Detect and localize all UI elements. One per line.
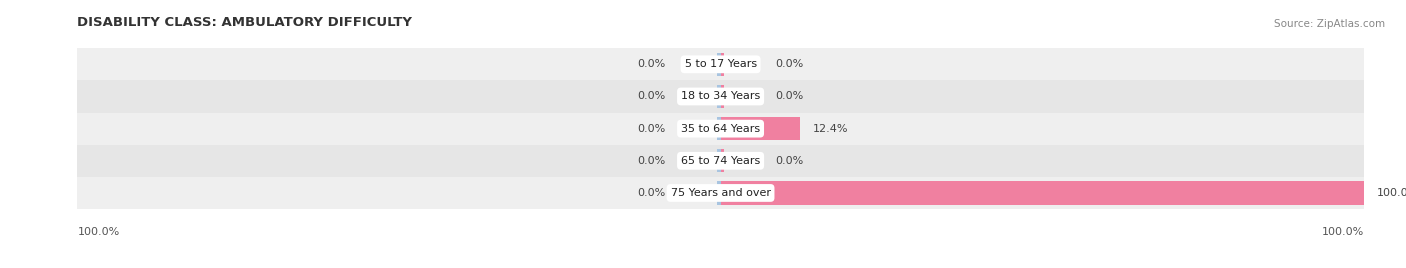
Text: 0.0%: 0.0%	[638, 124, 666, 134]
Text: 0.0%: 0.0%	[775, 156, 803, 166]
Text: 18 to 34 Years: 18 to 34 Years	[681, 91, 761, 102]
Text: DISABILITY CLASS: AMBULATORY DIFFICULTY: DISABILITY CLASS: AMBULATORY DIFFICULTY	[77, 16, 412, 29]
Text: 100.0%: 100.0%	[77, 227, 120, 237]
Text: 0.0%: 0.0%	[775, 91, 803, 102]
Bar	[721, 53, 724, 76]
Text: 0.0%: 0.0%	[638, 91, 666, 102]
Text: 12.4%: 12.4%	[813, 124, 849, 134]
Text: 65 to 74 Years: 65 to 74 Years	[681, 156, 761, 166]
Bar	[77, 80, 1364, 113]
Bar	[77, 48, 1364, 80]
Text: 0.0%: 0.0%	[638, 59, 666, 69]
Text: 0.0%: 0.0%	[775, 59, 803, 69]
Bar	[77, 145, 1364, 177]
Bar	[77, 177, 1364, 209]
Bar	[717, 53, 721, 76]
Bar	[721, 85, 724, 108]
Text: 100.0%: 100.0%	[1376, 188, 1406, 198]
Bar	[721, 117, 800, 140]
Text: 75 Years and over: 75 Years and over	[671, 188, 770, 198]
Bar	[717, 85, 721, 108]
Bar	[717, 149, 721, 172]
Bar	[717, 181, 721, 204]
Text: 0.0%: 0.0%	[638, 188, 666, 198]
Text: 0.0%: 0.0%	[638, 156, 666, 166]
Text: Source: ZipAtlas.com: Source: ZipAtlas.com	[1274, 19, 1385, 29]
Bar	[717, 117, 721, 140]
Bar	[721, 181, 1364, 204]
Bar	[721, 149, 724, 172]
Bar	[77, 113, 1364, 145]
Text: 35 to 64 Years: 35 to 64 Years	[681, 124, 761, 134]
Text: 5 to 17 Years: 5 to 17 Years	[685, 59, 756, 69]
Text: 100.0%: 100.0%	[1322, 227, 1364, 237]
